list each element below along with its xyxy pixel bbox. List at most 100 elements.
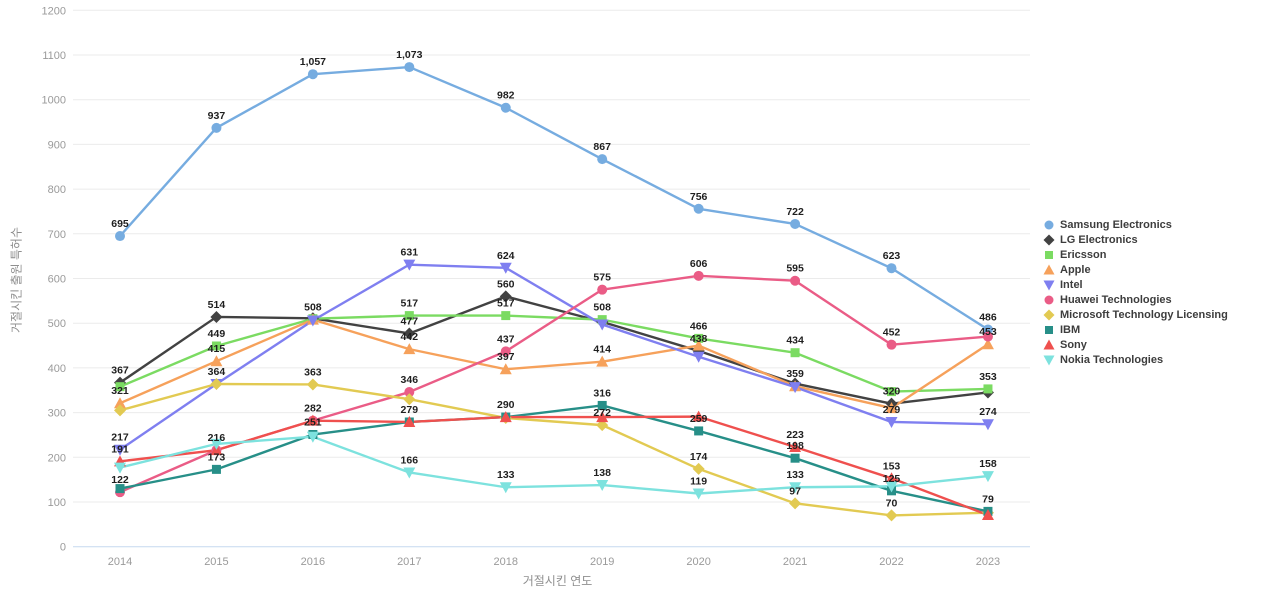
data-point[interactable] <box>694 426 704 436</box>
data-point[interactable] <box>210 377 223 390</box>
data-point[interactable] <box>692 410 705 422</box>
data-point[interactable] <box>596 355 609 367</box>
legend-label: Microsoft Technology Licensing <box>1060 309 1228 321</box>
data-point[interactable] <box>114 462 126 474</box>
legend-item-microsoft-technology-licensing[interactable]: Microsoft Technology Licensing <box>1043 309 1228 321</box>
data-point[interactable] <box>790 453 800 463</box>
data-point[interactable] <box>501 311 511 321</box>
data-point[interactable] <box>403 259 416 271</box>
data-point[interactable] <box>981 508 994 520</box>
data-point[interactable] <box>499 363 512 375</box>
data-point[interactable] <box>403 467 416 479</box>
legend-item-apple[interactable]: Apple <box>1043 264 1228 276</box>
data-point[interactable] <box>499 262 512 274</box>
legend-item-huawei-technologies[interactable]: Huawei Technologies <box>1043 294 1228 306</box>
data-point[interactable] <box>500 102 511 113</box>
data-point[interactable] <box>790 348 800 358</box>
data-point[interactable] <box>790 275 801 286</box>
data-point[interactable] <box>210 355 223 367</box>
data-point[interactable] <box>885 509 898 522</box>
legend-item-ibm[interactable]: IBM <box>1043 324 1228 336</box>
data-point[interactable] <box>499 411 512 423</box>
data-point[interactable] <box>403 415 416 427</box>
data-point[interactable] <box>982 331 993 342</box>
data-point[interactable] <box>597 400 607 410</box>
data-point[interactable] <box>403 343 416 355</box>
x-tick-label: 2016 <box>301 556 325 568</box>
data-point[interactable] <box>981 419 994 431</box>
data-point[interactable] <box>596 411 609 423</box>
data-point[interactable] <box>789 382 802 394</box>
data-point[interactable] <box>404 311 414 321</box>
data-point[interactable] <box>886 339 897 350</box>
data-point[interactable] <box>789 441 802 453</box>
data-point[interactable] <box>307 69 318 80</box>
data-point[interactable] <box>693 270 704 281</box>
data-point[interactable] <box>114 444 126 456</box>
data-point[interactable] <box>982 324 993 335</box>
legend-item-nokia-technologies[interactable]: Nokia Technologies <box>1043 354 1228 366</box>
data-point[interactable] <box>306 431 319 443</box>
legend-item-ericsson[interactable]: Ericsson <box>1043 249 1228 261</box>
data-point[interactable] <box>596 419 609 432</box>
data-point[interactable] <box>692 462 705 475</box>
data-point[interactable] <box>597 284 608 295</box>
data-point-label: 449 <box>208 328 226 340</box>
data-point[interactable] <box>115 382 125 392</box>
data-point[interactable] <box>981 338 994 350</box>
data-point[interactable] <box>114 397 126 409</box>
series-line-nokia-technologies <box>118 435 990 495</box>
data-point[interactable] <box>404 62 415 73</box>
data-point[interactable] <box>306 378 319 391</box>
y-tick-label: 1100 <box>42 50 66 62</box>
data-point[interactable] <box>403 393 416 406</box>
data-point[interactable] <box>694 333 704 343</box>
x-tick-label: 2023 <box>976 556 1000 568</box>
data-point[interactable] <box>115 484 125 494</box>
data-point[interactable] <box>596 319 609 331</box>
data-point[interactable] <box>885 481 898 493</box>
legend-item-lg-electronics[interactable]: LG Electronics <box>1043 234 1228 246</box>
data-point[interactable] <box>983 384 993 394</box>
data-point[interactable] <box>499 290 512 303</box>
data-point[interactable] <box>789 497 802 510</box>
y-tick-label: 200 <box>48 452 66 464</box>
data-point[interactable] <box>211 341 221 351</box>
data-point[interactable] <box>403 327 416 340</box>
data-point[interactable] <box>306 315 319 327</box>
data-point[interactable] <box>597 154 608 165</box>
data-point[interactable] <box>500 346 511 357</box>
data-point[interactable] <box>693 203 704 214</box>
data-point[interactable] <box>211 464 221 474</box>
data-point[interactable] <box>692 351 705 363</box>
series-markers-microsoft-technology-licensing <box>114 377 994 522</box>
data-point-label: 316 <box>593 387 611 399</box>
data-point[interactable] <box>210 310 223 323</box>
legend-item-intel[interactable]: Intel <box>1043 279 1228 291</box>
data-point[interactable] <box>692 339 705 351</box>
data-point[interactable] <box>596 480 609 492</box>
data-point[interactable] <box>790 218 801 229</box>
data-point[interactable] <box>306 414 319 426</box>
data-point[interactable] <box>887 387 897 397</box>
legend-marker-icon <box>1043 309 1055 321</box>
data-point-label: 173 <box>208 451 226 463</box>
data-point[interactable] <box>692 488 705 500</box>
data-point[interactable] <box>981 471 994 483</box>
data-point[interactable] <box>789 482 802 494</box>
legend-item-samsung-electronics[interactable]: Samsung Electronics <box>1043 219 1228 231</box>
data-point[interactable] <box>885 416 898 428</box>
data-point[interactable] <box>211 122 222 133</box>
data-point[interactable] <box>499 482 512 494</box>
data-point[interactable] <box>210 438 223 450</box>
y-axis-title: 거절시킨 출원 특허수 <box>9 226 24 334</box>
data-point[interactable] <box>114 404 126 417</box>
data-point[interactable] <box>886 263 897 274</box>
data-point[interactable] <box>885 402 898 414</box>
legend-item-sony[interactable]: Sony <box>1043 339 1228 351</box>
data-point[interactable] <box>115 231 125 242</box>
y-tick-label: 700 <box>48 229 66 241</box>
data-point[interactable] <box>885 472 898 484</box>
data-point[interactable] <box>404 387 415 398</box>
